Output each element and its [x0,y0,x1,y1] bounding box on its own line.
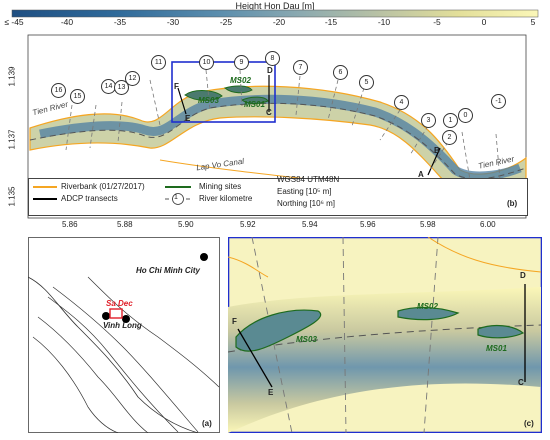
colorbar-tick: -25 [219,17,233,27]
zoom-label-ms03: MS03 [296,335,317,344]
legend-northing: Northing [10⁶ m] [277,199,335,208]
zoom-label-ms02: MS02 [417,302,438,311]
city-label-vinhlong: Vinh Long [103,321,142,330]
colorbar-tick: -20 [272,17,286,27]
mining-label-ms01: MS01 [244,100,265,109]
hcmc-dot [200,253,208,261]
city-label-hcmc: Ho Chi Minh City [136,266,200,275]
km-marker: 4 [394,95,409,110]
colorbar-tick: ≤ -45 [4,17,24,27]
zoom-letter-e: E [268,388,274,397]
legend-easting: Easting [10⁵ m] [277,187,332,196]
river-deep [39,94,522,181]
transect-ef [177,87,187,115]
colorbar-title: Height Hon Dau [m] [235,1,315,11]
colorbar-tick: -40 [60,17,74,27]
coastline [28,276,199,433]
transect-letter: E [185,114,191,123]
km-marker: 11 [151,55,166,70]
km-marker: 6 [333,65,348,80]
km-marker: 10 [199,55,214,70]
y-tick: 1.139 [7,66,17,87]
panel-a-map [28,237,220,433]
transect-ef-zoom [237,328,273,388]
zoom-letter-f: F [232,317,237,326]
mining-label-ms03: MS03 [198,96,219,105]
panel-b-label: (b) [507,199,518,208]
km-marker: -1 [491,94,506,109]
x-tick: 5.88 [117,220,133,229]
river-branches [32,276,220,433]
y-tick: 1.135 [7,186,17,207]
mining-site-ms03 [184,90,223,101]
legend-riverbank: Riverbank (01/27/2017) [61,182,145,191]
km-marker: 9 [234,55,249,70]
km-marker: 15 [70,89,85,104]
mining-zone-ms02 [397,306,460,321]
mining-zone-ms03 [235,309,322,352]
legend: Riverbank (01/27/2017) ADCP transects 1 … [28,175,528,216]
km-marker: 7 [293,60,308,75]
km-marker: 5 [359,75,374,90]
x-tick: 5.90 [178,220,194,229]
colorbar-tick: 0 [481,17,487,27]
x-tick: 5.94 [302,220,318,229]
study-area-box [109,308,123,319]
transect-letter: C [266,108,272,117]
mining-site-ms02 [223,85,253,94]
legend-adcp: ADCP transects [61,194,118,203]
panel-c-label: (c) [524,419,534,428]
km-marker: 3 [421,113,436,128]
legend-crs: WGS84 UTM48N [277,175,340,184]
colorbar-tick: -30 [166,17,180,27]
transect-letter: D [267,66,273,75]
km-marker: 0 [458,108,473,123]
zoom-letter-d: D [520,271,526,280]
mining-zone-ms01 [477,324,525,339]
x-tick: 6.00 [480,220,496,229]
zoom-box [171,61,276,123]
transect-ab [427,147,441,176]
bank-zoom-left [228,256,269,278]
km-marker: 16 [51,83,66,98]
colorbar-tick: 5 [530,17,536,27]
transect-letter: F [174,82,179,91]
x-tick: 5.96 [360,220,376,229]
colorbar-tick: -10 [377,17,391,27]
x-tick: 5.98 [420,220,436,229]
x-tick: 5.86 [62,220,78,229]
zoom-letter-c: C [518,378,524,387]
colorbar-tick: -5 [433,17,441,27]
y-tick: 1.137 [7,129,17,150]
zoom-label-ms01: MS01 [486,344,507,353]
legend-km-symbol: 1 [174,194,178,201]
km-marker: 12 [125,71,140,86]
transect-letter: A [418,170,424,179]
colorbar-tick: -15 [324,17,338,27]
colorbar-tick: -35 [113,17,127,27]
km-marker: 1 [443,113,458,128]
vinh-long-dot [122,315,130,323]
mining-label-ms02: MS02 [230,76,251,85]
mining-site-ms01 [241,96,269,104]
bank-zoom-top [427,237,542,273]
transect-letter: B [434,146,440,155]
km-marker: 2 [442,130,457,145]
legend-km: River kilometre [199,194,253,203]
sa-dec-dot [102,312,110,320]
city-label-sadec: Sa Dec [106,299,133,308]
km-marker: 13 [114,80,129,95]
legend-mining: Mining sites [199,182,242,191]
km-lines [65,69,501,181]
panel-c-map [228,237,542,433]
x-tick: 5.92 [240,220,256,229]
km-marker: 8 [265,51,280,66]
river-centerline [29,102,527,180]
colorbar [11,9,539,18]
panel-a-label: (a) [202,419,212,428]
